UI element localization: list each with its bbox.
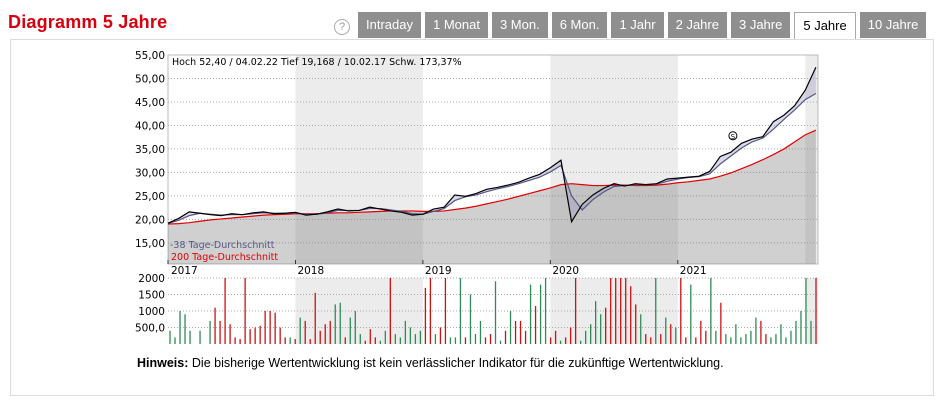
legend-ma38: -38 Tage-Durchschnitt — [170, 240, 275, 251]
volume-shaded-year-2022 — [805, 278, 818, 344]
y-tick-label: 35,00 — [135, 144, 165, 156]
series-line-0 — [167, 66, 817, 224]
y-tick-label: 55,00 — [135, 50, 165, 62]
tab-3-mon[interactable]: 3 Mon. — [491, 12, 548, 38]
shaded-year-2022 — [805, 55, 818, 264]
tab-2-jahre[interactable]: 2 Jahre — [667, 12, 727, 38]
shaded-year-2020 — [550, 55, 678, 264]
disclaimer-label: Hinweis: — [137, 356, 189, 370]
tab-3-jahre[interactable]: 3 Jahre — [730, 12, 791, 38]
chart-frame — [10, 39, 934, 396]
tab-1-jahr[interactable]: 1 Jahr — [611, 12, 664, 38]
y-tick-label: 20,00 — [135, 214, 165, 226]
y-tick-label: 25,00 — [135, 191, 165, 203]
legend-ma200: 200 Tage-Durchschnitt — [171, 252, 278, 263]
ma200-area — [168, 130, 816, 264]
volume-y-tick-label: 2000 — [138, 273, 165, 285]
y-tick-label: 40,00 — [135, 120, 165, 132]
x-tick-label: 2019 — [425, 265, 452, 277]
tab-intraday[interactable]: Intraday — [358, 12, 421, 38]
volume-y-tick-label: 1500 — [138, 290, 165, 302]
x-tick-label: 2021 — [680, 265, 707, 277]
tab-6-mon[interactable]: 6 Mon. — [551, 12, 608, 38]
tab-1-monat[interactable]: 1 Monat — [424, 12, 488, 38]
y-tick-label: 15,00 — [135, 238, 165, 250]
y-tick-label: 50,00 — [135, 73, 165, 85]
tab-5-jahre[interactable]: 5 Jahre — [794, 12, 856, 39]
volume-y-tick-label: 500,0 — [135, 323, 165, 335]
split-marker-icon — [728, 131, 738, 141]
disclaimer: Hinweis: Die bisherige Wertentwicklung i… — [137, 356, 724, 370]
x-tick-label: 2020 — [552, 265, 579, 277]
question-circle-icon[interactable]: ? — [334, 19, 350, 35]
period-tabs: Intraday 1 Monat 3 Mon. 6 Mon. 1 Jahr 2 Jahre… — [358, 12, 927, 39]
split-marker-label: S — [731, 133, 736, 141]
plot-border — [167, 54, 819, 265]
series-line-2 — [167, 129, 817, 225]
volume-shaded-year-2020 — [550, 278, 678, 344]
disclaimer-text: Die bisherige Wertentwicklung ist kein v… — [191, 356, 724, 370]
x-tick-label: 2017 — [171, 265, 198, 277]
volume-y-tick-label: 1000 — [138, 306, 165, 318]
shaded-year-2018 — [295, 55, 423, 264]
y-tick-label: 30,00 — [135, 167, 165, 179]
y-tick-label: 45,00 — [135, 97, 165, 109]
volume-shaded-year-2018 — [295, 278, 423, 344]
tab-10-jahre[interactable]: 10 Jahre — [859, 12, 927, 38]
page-title: Diagramm 5 Jahre — [8, 12, 168, 32]
chart-info: Hoch 52,40 / 04.02.22 Tief 19,168 / 10.0… — [172, 57, 462, 68]
x-tick-label: 2018 — [297, 265, 324, 277]
